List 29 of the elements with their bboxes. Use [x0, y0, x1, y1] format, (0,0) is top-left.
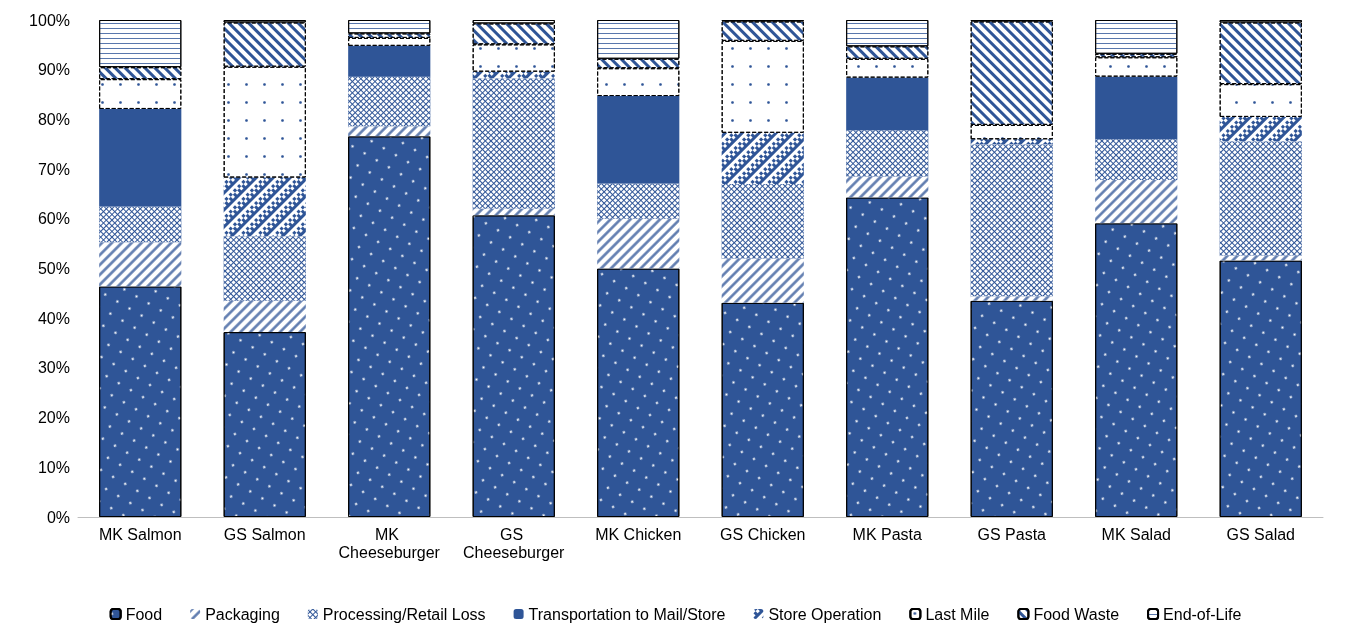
y-tick-label: 90%: [37, 61, 70, 79]
legend-label: Food: [125, 605, 163, 623]
legend-label: Transportation to Mail/Store: [528, 605, 726, 623]
y-tick-label: 50%: [37, 260, 70, 277]
x-tick-label: GS Salmon: [223, 525, 306, 543]
legend-label: Store Operation: [768, 605, 882, 623]
x-tick-label: GS Pasta: [977, 525, 1047, 543]
y-tick-label: 10%: [37, 458, 70, 476]
y-tick-label: 80%: [37, 110, 70, 128]
y-tick-label: 100%: [29, 11, 70, 29]
x-tick-label: GS Salad: [1226, 525, 1295, 543]
legend-label: End-of-Life: [1163, 605, 1242, 623]
x-tick-label: MK Chicken: [595, 525, 682, 543]
x-tick-label: MK Cheeseburger: [338, 525, 441, 561]
legend-label: Processing/Retail Loss: [322, 605, 486, 623]
y-tick-label: 0%: [46, 508, 70, 526]
x-tick-label: MK Salmon: [98, 525, 182, 543]
legend-label: Food Waste: [1033, 605, 1120, 623]
y-tick-label: 60%: [37, 210, 70, 228]
y-tick-label: 20%: [37, 409, 70, 427]
y-tick-label: 40%: [37, 309, 70, 327]
x-tick-label: MK Salad: [1101, 525, 1171, 543]
legend-label: Packaging: [205, 605, 280, 623]
y-tick-label: 30%: [37, 359, 70, 377]
legend-label: Last Mile: [925, 605, 990, 623]
x-tick-label: GS Cheeseburger: [463, 525, 566, 561]
x-tick-label: GS Chicken: [720, 525, 806, 543]
y-tick-label: 70%: [37, 160, 70, 178]
x-tick-label: MK Pasta: [852, 525, 923, 543]
